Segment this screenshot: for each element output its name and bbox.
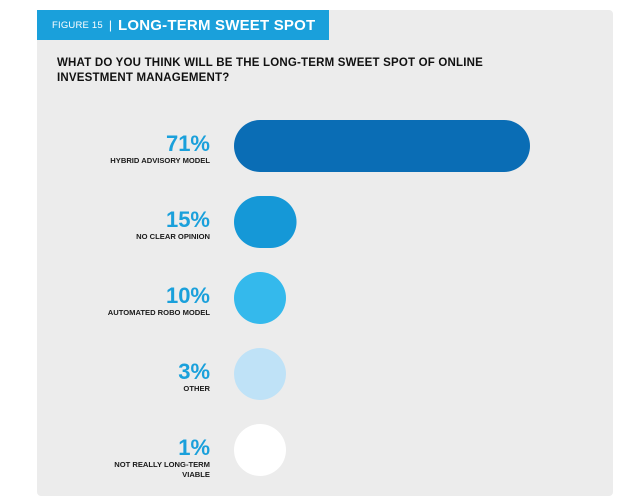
figure-title: LONG-TERM SWEET SPOT — [118, 16, 316, 34]
bar-5 — [234, 424, 286, 476]
category-label-3: AUTOMATED ROBO MODEL — [108, 308, 211, 317]
bar-3 — [234, 272, 286, 324]
bar-4 — [234, 348, 286, 400]
value-label-4: 3% — [178, 359, 210, 384]
value-label-5: 1% — [178, 435, 210, 460]
figure-number: FIGURE 15 — [52, 19, 103, 31]
figure-separator: | — [108, 18, 113, 32]
category-label-1: HYBRID ADVISORY MODEL — [110, 156, 210, 165]
category-label-4: OTHER — [183, 384, 210, 393]
figure-tab: FIGURE 15 | LONG-TERM SWEET SPOT — [37, 10, 330, 40]
bar-2 — [234, 196, 297, 248]
value-label-1: 71% — [166, 131, 210, 156]
bar-1 — [234, 120, 530, 172]
value-label-3: 10% — [166, 283, 210, 308]
category-label-5: NOT REALLY LONG-TERM VIABLE — [114, 460, 210, 479]
category-label-2: NO CLEAR OPINION — [136, 232, 210, 241]
figure-panel — [37, 10, 613, 496]
value-label-2: 15% — [166, 207, 210, 232]
chart-question: WHAT DO YOU THINK WILL BE THE LONG-TERM … — [57, 57, 483, 84]
